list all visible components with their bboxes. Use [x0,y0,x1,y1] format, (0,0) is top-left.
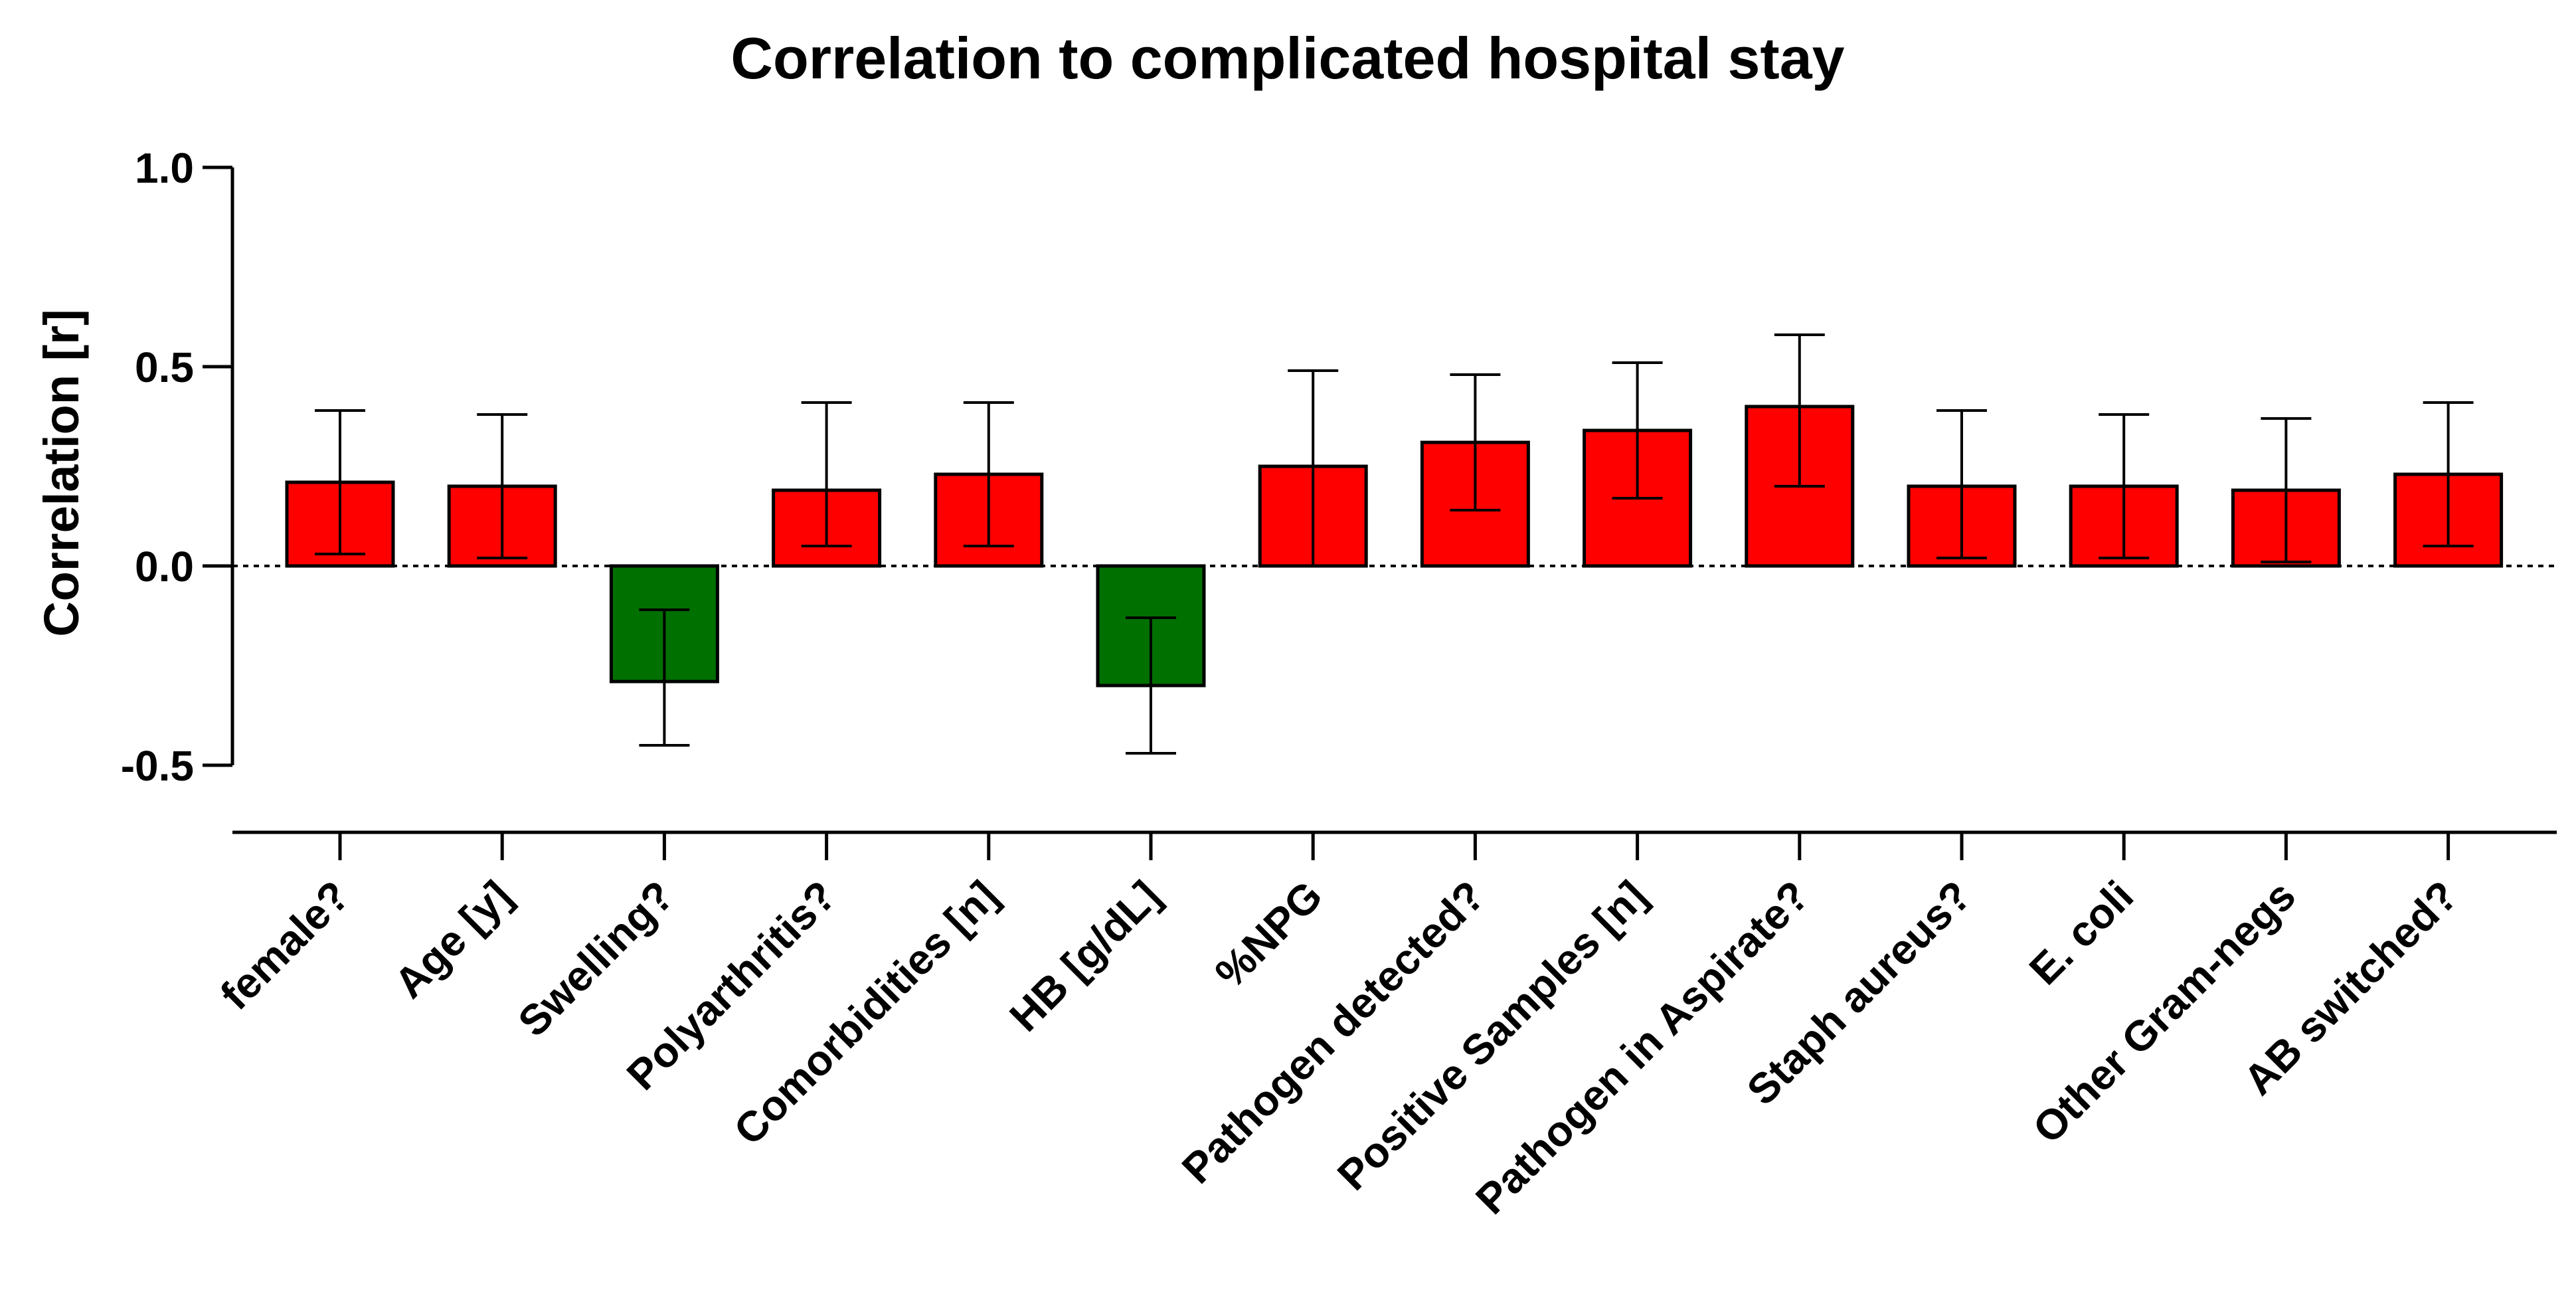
x-tick-label: E. coli [2020,872,2142,994]
bar-group [285,405,2504,688]
x-tick-label: Positive Samples [n] [1328,872,1656,1200]
y-tick-label: 1.0 [135,144,194,192]
x-tick-label: female? [211,872,359,1019]
x-tick-label: %NPG [1206,872,1331,997]
x-tick-label: Age [y] [385,872,521,1007]
y-ticks: -0.5 0.0 0.5 1.0 [121,144,232,790]
y-axis-label: Correlation [r] [34,309,89,636]
x-tick-label: Pathogen detected? [1173,872,1494,1192]
x-tick-label: Pathogen in Aspirate? [1466,872,1818,1223]
y-tick-label: -0.5 [121,742,194,790]
error-bar-group [315,333,2474,755]
x-tick-label: HB [g/dL] [1000,872,1169,1040]
x-ticks: female? Age [y]Swelling?Polyarthritis?Com… [211,832,2466,1223]
chart-title: Correlation to complicated hospital stay [730,25,1844,91]
x-tick-label: Swelling? [509,872,683,1046]
y-tick-label: 0.0 [135,543,194,591]
y-tick-label: 0.5 [135,343,194,391]
x-tick-label: Comorbidities [n] [725,872,1007,1154]
